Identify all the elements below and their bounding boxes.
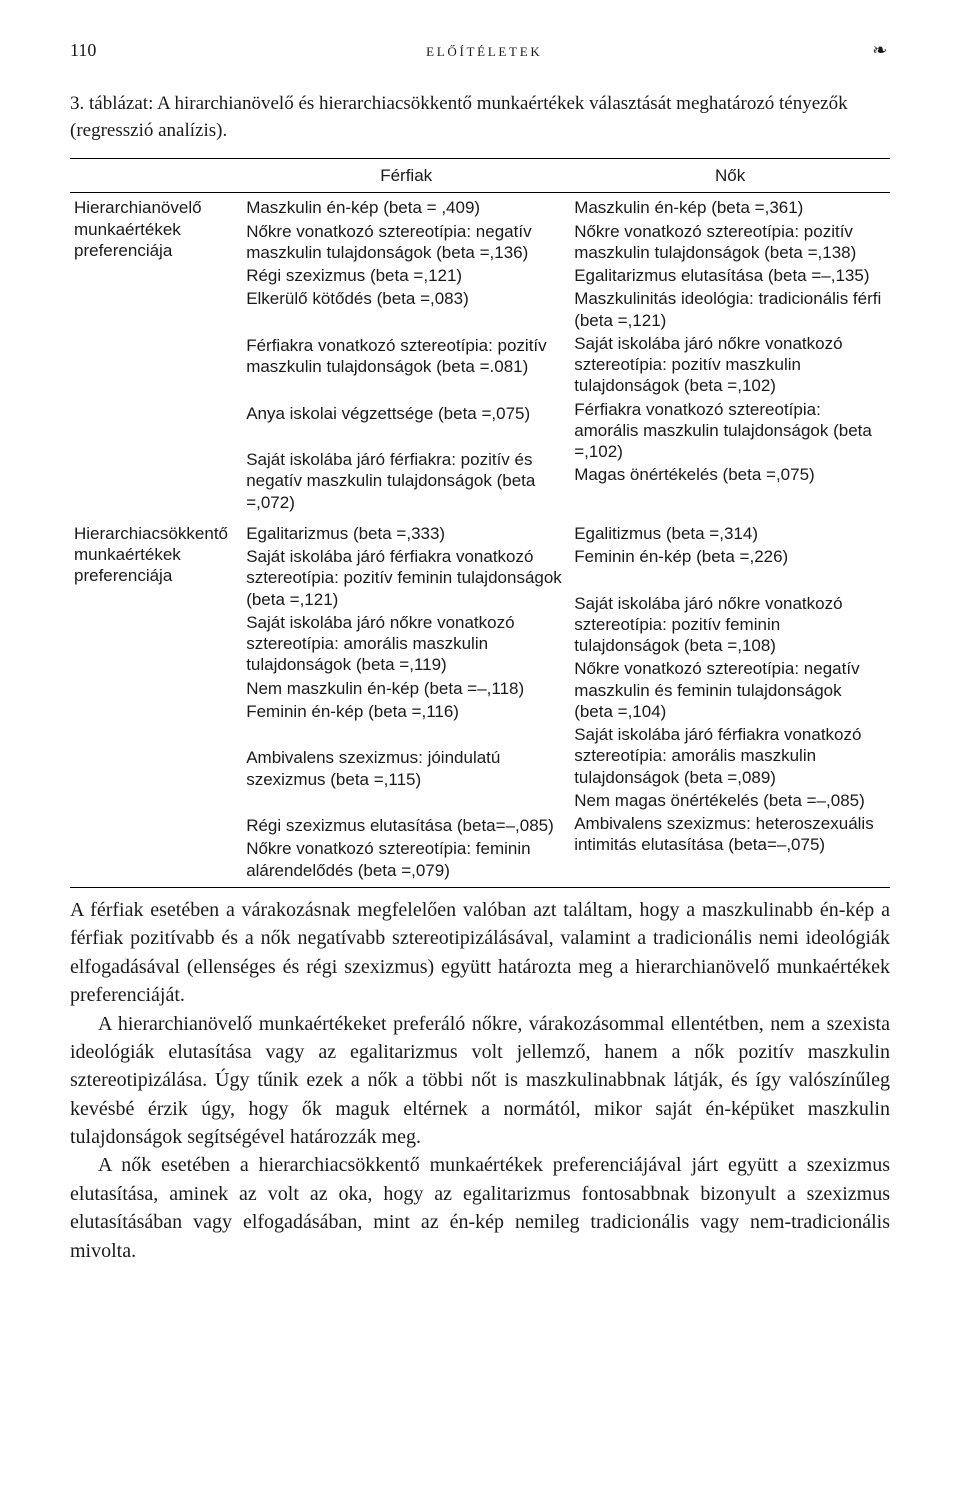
entry: [246, 792, 564, 813]
table-row: Hierarchianövelő munkaértékek preferenci…: [70, 193, 890, 519]
entry: Saját iskolába járó férfiakra vonatkozó …: [246, 546, 564, 610]
entry: Magas önértékelés (beta =,075): [574, 464, 884, 485]
ornament-icon: ❧: [872, 40, 890, 61]
entry: Maszkulinitás ideológia: tradicionális f…: [574, 288, 884, 331]
row-label: Hierarchiacsökkentő munkaértékek prefere…: [70, 519, 242, 888]
cell-women: Egalitizmus (beta =,314)Feminin én-kép (…: [570, 519, 890, 888]
entry: Férfiakra vonatkozó sztereotípia: pozití…: [246, 335, 564, 378]
entry: Feminin én-kép (beta =,116): [246, 701, 564, 722]
entry: Nőkre vonatkozó sztereotípia: feminin al…: [246, 838, 564, 881]
entry: Nőkre vonatkozó sztereotípia: negatív ma…: [574, 658, 884, 722]
entry: Anya iskolai végzettsége (beta =,075): [246, 403, 564, 424]
table-row: Hierarchiacsökkentő munkaértékek prefere…: [70, 519, 890, 888]
entry: Régi szexizmus elutasítása (beta=–,085): [246, 815, 564, 836]
paragraph: A nők esetében a hierarchiacsökkentő mun…: [70, 1151, 890, 1265]
entry: Régi szexizmus (beta =,121): [246, 265, 564, 286]
entry: Maszkulin én-kép (beta = ,409): [246, 197, 564, 218]
entry: Nem magas önértékelés (beta =–,085): [574, 790, 884, 811]
page: 110 előítéletek ❧ 3. táblázat: A hirarch…: [0, 0, 960, 1325]
page-number: 110: [70, 40, 96, 61]
entry: Saját iskolába járó nőkre vonatkozó szte…: [574, 333, 884, 397]
paragraph: A férfiak esetében a várakozásnak megfel…: [70, 896, 890, 1010]
paragraph: A hierarchianövelő munkaértékeket prefer…: [70, 1010, 890, 1152]
table-header-row: Férfiak Nők: [70, 159, 890, 193]
entry: Ambivalens szexizmus: jóindulatú szexizm…: [246, 747, 564, 790]
entry: Egalitarizmus elutasítása (beta =–,135): [574, 265, 884, 286]
entry: Egalitizmus (beta =,314): [574, 523, 884, 544]
entry: Elkerülő kötődés (beta =,083): [246, 288, 564, 309]
running-title: előítéletek: [96, 40, 872, 61]
entry: Saját iskolába járó nőkre vonatkozó szte…: [246, 612, 564, 676]
cell-men: Maszkulin én-kép (beta = ,409) Nőkre vona…: [242, 193, 570, 519]
entry: [246, 379, 564, 400]
col-men: Férfiak: [242, 159, 570, 193]
entry: [246, 426, 564, 447]
entry: Nőkre vonatkozó sztereotípia: negatív ma…: [246, 221, 564, 264]
cell-women: Maszkulin én-kép (beta =,361) Nőkre vonat…: [570, 193, 890, 519]
entry: [574, 569, 884, 590]
table-caption: 3. táblázat: A hirarchianövelő és hierar…: [70, 91, 890, 144]
entry: Egalitarizmus (beta =,333): [246, 523, 564, 544]
cell-men: Egalitarizmus (beta =,333)Saját iskolába…: [242, 519, 570, 888]
row-label: Hierarchianövelő munkaértékek preferenci…: [70, 193, 242, 519]
entry: Saját iskolába járó férfiakra vonatkozó …: [574, 724, 884, 788]
entry: Maszkulin én-kép (beta =,361): [574, 197, 884, 218]
entry: Nőkre vonatkozó sztereotípia: pozitív ma…: [574, 221, 884, 264]
col-blank: [70, 159, 242, 193]
col-women: Nők: [570, 159, 890, 193]
regression-table: Férfiak Nők Hierarchianövelő munkaértéke…: [70, 158, 890, 888]
entry: Saját iskolába járó férfiakra: pozitív é…: [246, 449, 564, 513]
entry: [246, 724, 564, 745]
running-header: 110 előítéletek ❧: [70, 40, 890, 61]
entry: Feminin én-kép (beta =,226): [574, 546, 884, 567]
entry: Férfiakra vonatkozó sztereotípia: amorál…: [574, 399, 884, 463]
entry: Nem maszkulin én-kép (beta =–,118): [246, 678, 564, 699]
entry: Saját iskolába járó nőkre vonatkozó szte…: [574, 593, 884, 657]
entry: Ambivalens szexizmus: heteroszexuális in…: [574, 813, 884, 856]
body-text: A férfiak esetében a várakozásnak megfel…: [70, 896, 890, 1265]
entry: [246, 312, 564, 333]
